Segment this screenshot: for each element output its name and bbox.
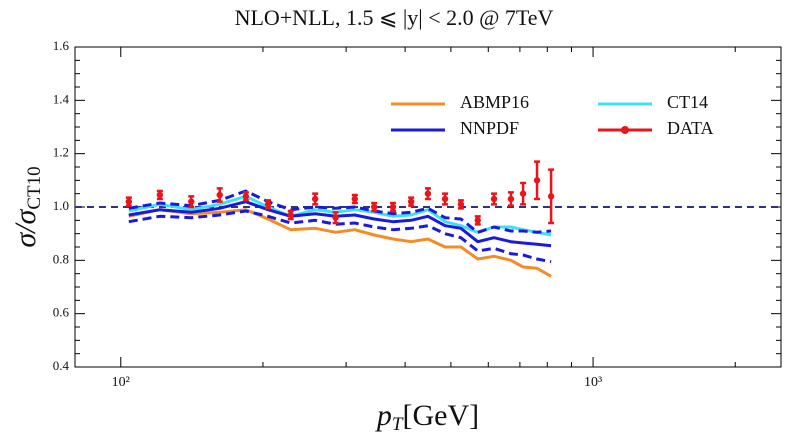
data-point bbox=[242, 191, 250, 202]
legend-label: DATA bbox=[667, 118, 714, 138]
y-tick-label: 0.6 bbox=[53, 305, 70, 320]
x-label-sub: T bbox=[392, 414, 404, 435]
data-marker bbox=[125, 198, 133, 205]
data-marker bbox=[474, 217, 481, 224]
x-axis-label: pT[GeV] bbox=[375, 399, 479, 435]
data-point bbox=[370, 201, 378, 213]
data-point bbox=[441, 192, 449, 206]
data-point bbox=[490, 192, 498, 206]
data-point bbox=[156, 189, 164, 201]
data-point bbox=[407, 196, 415, 207]
series-line bbox=[128, 194, 552, 237]
data-marker bbox=[519, 190, 527, 197]
data-marker bbox=[156, 191, 164, 199]
y-tick-label: 1.0 bbox=[53, 198, 69, 213]
data-point bbox=[264, 199, 272, 210]
x-tick-label: 10² bbox=[112, 375, 130, 390]
legend-label: ABMP16 bbox=[460, 92, 529, 112]
data-point bbox=[287, 209, 294, 221]
data-point bbox=[311, 192, 319, 206]
y-tick-label: 1.6 bbox=[53, 38, 70, 53]
data-marker bbox=[351, 195, 359, 203]
band-upper bbox=[128, 189, 552, 234]
data-marker bbox=[533, 177, 541, 184]
legend-marker bbox=[621, 126, 629, 134]
legend-label: NNPDF bbox=[460, 118, 519, 138]
chart-title: NLO+NLL, 1.5 ⩽ |y| < 2.0 @ 7TeV bbox=[235, 5, 554, 30]
legend-entry: CT14 bbox=[598, 92, 708, 112]
y-tick-label: 0.4 bbox=[53, 358, 70, 373]
data-point bbox=[351, 193, 359, 205]
data-marker bbox=[547, 193, 555, 200]
data-point bbox=[533, 160, 541, 201]
data-marker bbox=[407, 198, 415, 205]
series-line bbox=[128, 200, 552, 248]
data-marker bbox=[216, 191, 223, 199]
y-tick-label: 1.4 bbox=[53, 91, 70, 106]
data-point bbox=[457, 199, 465, 210]
data-point bbox=[547, 168, 555, 225]
data-marker bbox=[370, 203, 378, 211]
x-label-unit: [GeV] bbox=[402, 399, 479, 432]
data-point bbox=[125, 196, 133, 207]
legend-entry: ABMP16 bbox=[391, 92, 529, 112]
data-marker bbox=[441, 195, 449, 203]
data-point bbox=[424, 187, 432, 201]
data-marker bbox=[311, 195, 319, 203]
y-tick-label: 1.2 bbox=[53, 145, 69, 160]
y-tick-label: 0.8 bbox=[53, 251, 69, 266]
y-axis-label: σ/σCT10 bbox=[9, 166, 45, 247]
data-marker bbox=[188, 198, 195, 205]
legend-entry: DATA bbox=[598, 118, 714, 138]
data-marker bbox=[507, 195, 515, 203]
data-marker bbox=[490, 195, 498, 203]
y-label-main: σ/σ bbox=[9, 208, 42, 247]
data-point bbox=[332, 211, 339, 225]
data-point bbox=[188, 195, 195, 209]
data-marker bbox=[424, 190, 432, 197]
data-point bbox=[507, 191, 515, 207]
data-marker bbox=[242, 193, 250, 200]
data-point bbox=[389, 201, 397, 213]
data-marker bbox=[264, 201, 272, 208]
y-label-sub: CT10 bbox=[24, 166, 45, 209]
x-label-main: p bbox=[375, 399, 392, 432]
data-marker bbox=[332, 214, 339, 221]
data-point bbox=[216, 187, 223, 203]
series-line bbox=[128, 208, 552, 278]
legend-label: CT14 bbox=[667, 92, 708, 112]
data-marker bbox=[457, 201, 465, 208]
x-tick-label: 10³ bbox=[584, 375, 602, 390]
data-point bbox=[519, 181, 527, 206]
band-lower bbox=[128, 209, 552, 264]
data-marker bbox=[287, 211, 294, 219]
data-point bbox=[474, 215, 481, 226]
legend-entry: NNPDF bbox=[391, 118, 519, 138]
data-marker bbox=[389, 203, 397, 211]
